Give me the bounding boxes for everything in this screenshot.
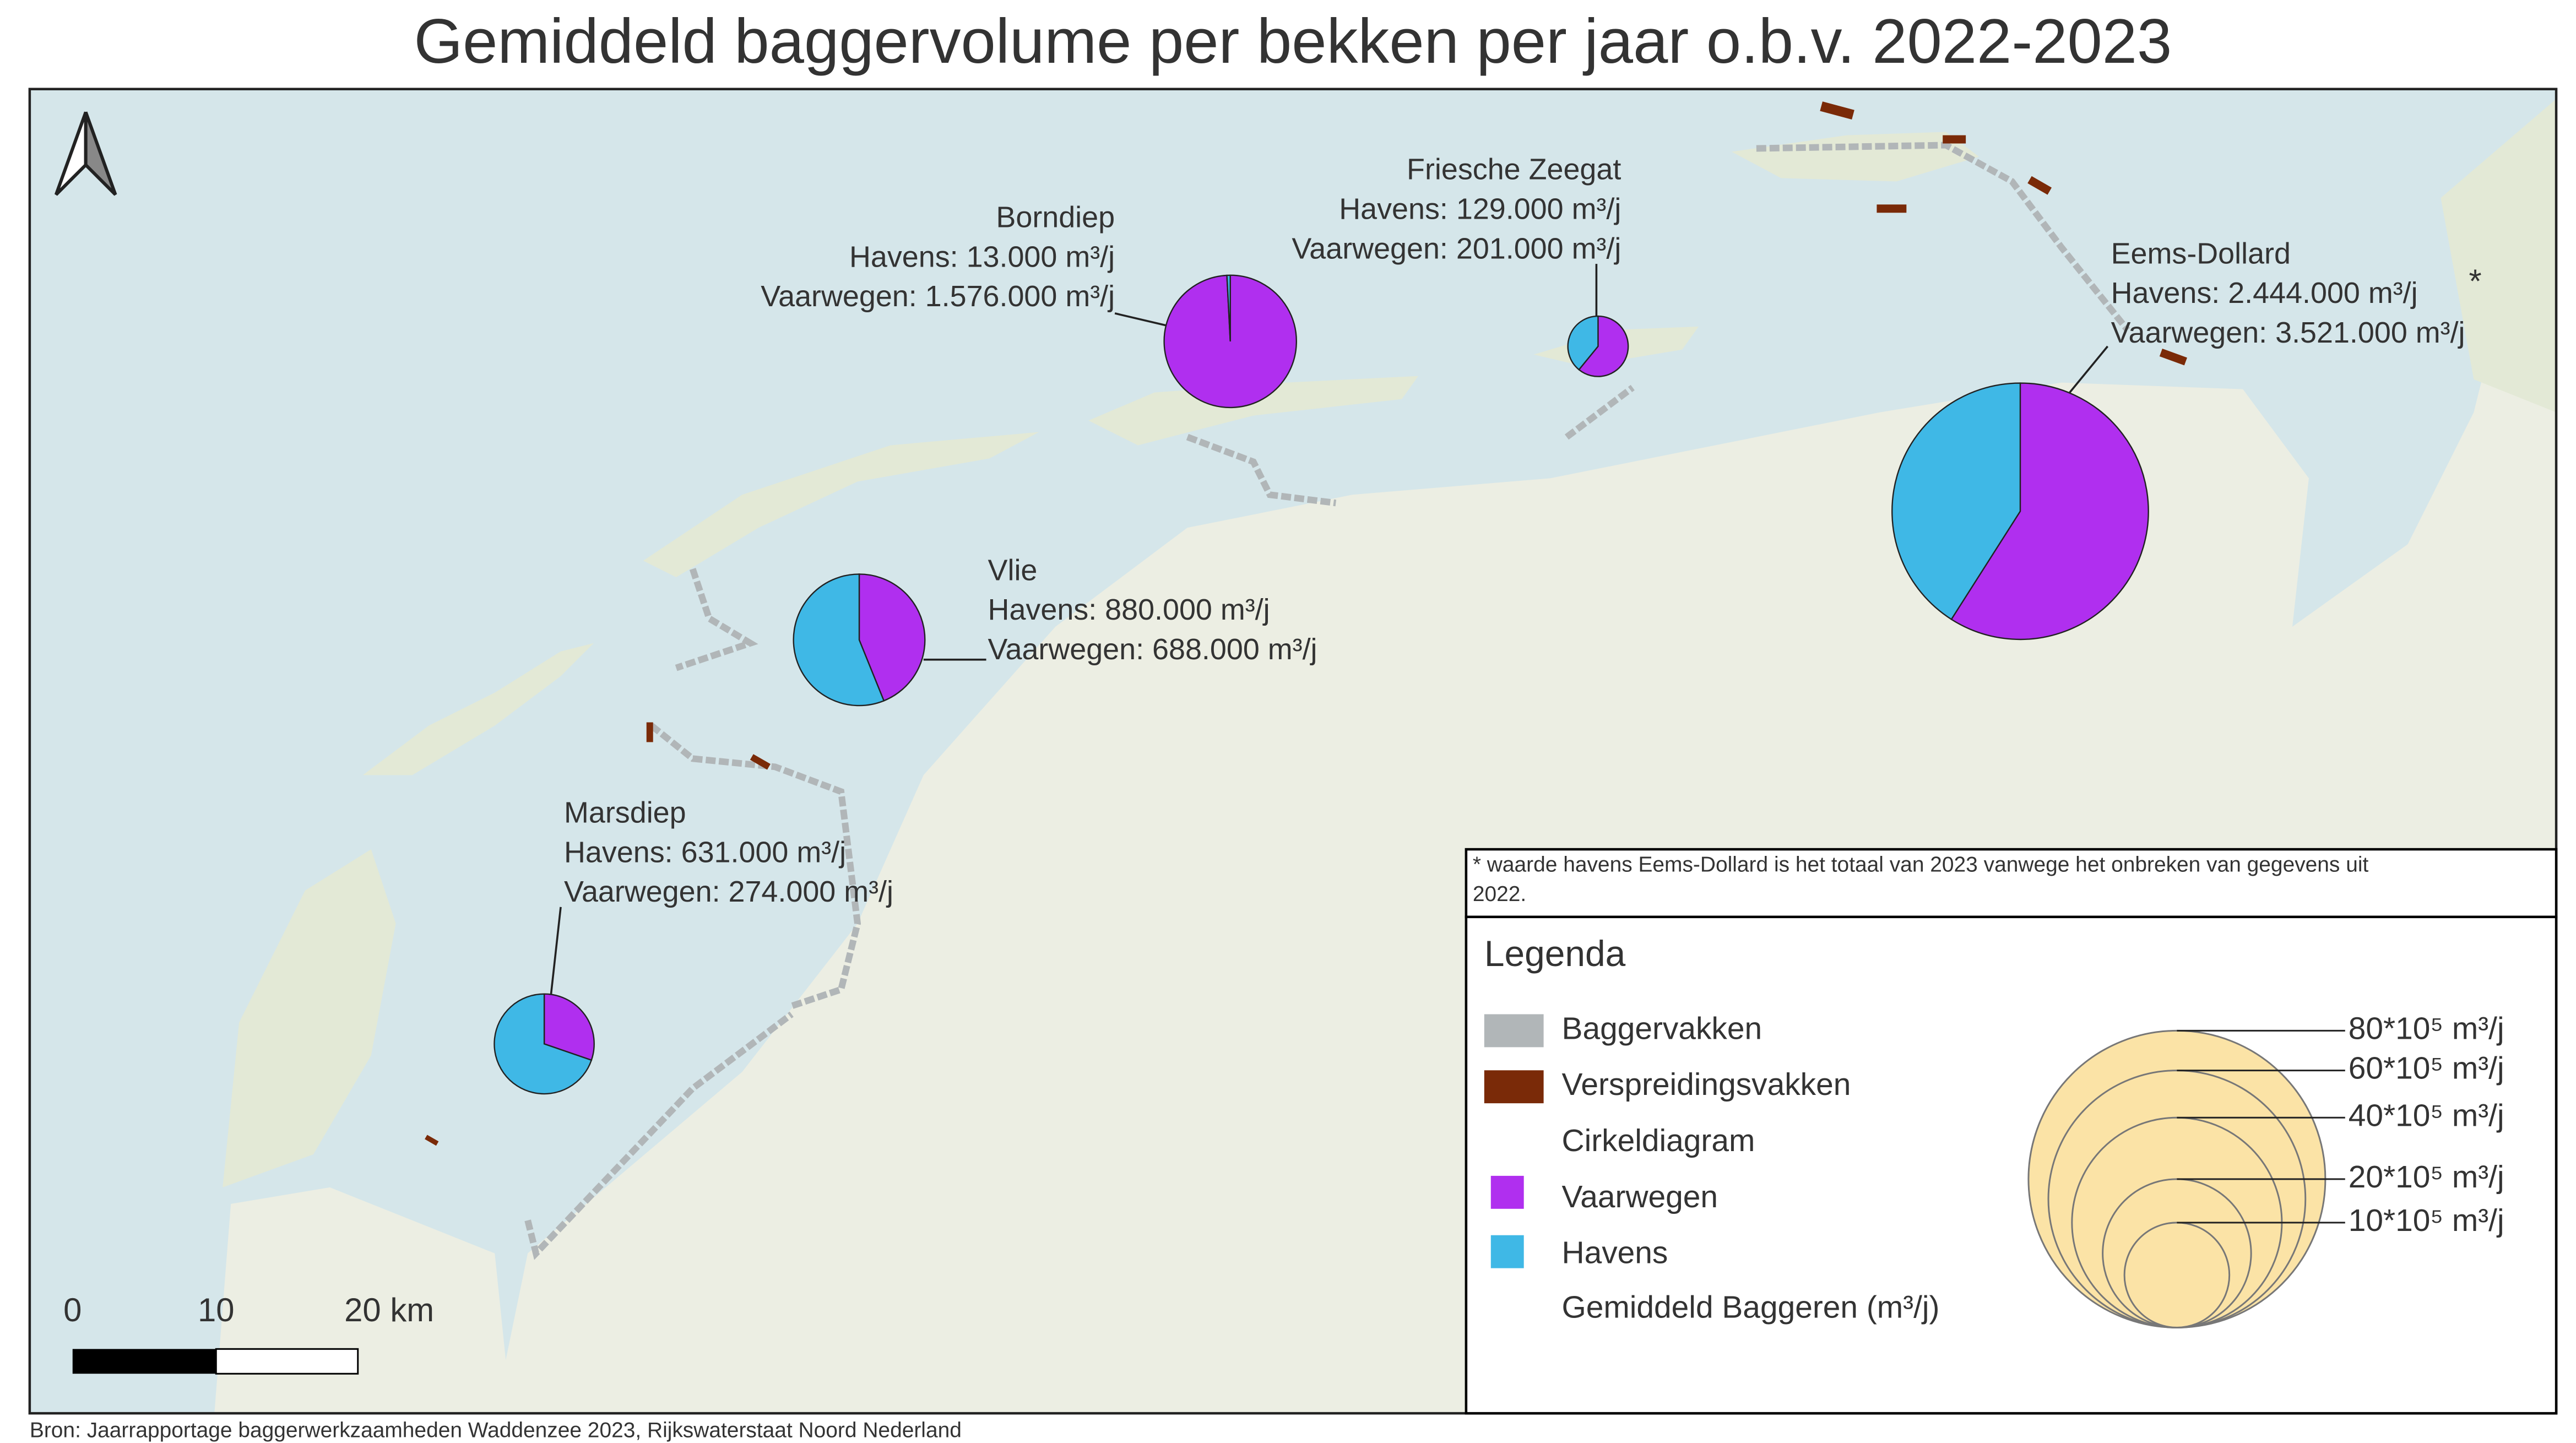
- north-arrow: [54, 111, 117, 196]
- basin-label: Eems-Dollard: [2111, 237, 2291, 270]
- pie-slice-vaarwegen: [1950, 382, 2149, 641]
- legend-item-label: Baggervakken: [1562, 1011, 1762, 1046]
- map-border: [28, 88, 2558, 1415]
- german-coast: [2441, 99, 2557, 413]
- legend-swatch-baggervakken: [1484, 1014, 1544, 1048]
- note-mark: *: [2469, 263, 2481, 300]
- size-legend-label: 60*10⁵ m³/j: [2349, 1051, 2504, 1086]
- footnote-line: * waarde havens Eems-Dollard is het tota…: [1473, 853, 2369, 876]
- basin-label: Vaarwegen: 688.000 m³/j: [988, 633, 1317, 666]
- source-note: Bron: Jaarrapportage baggerwerkzaamheden…: [30, 1418, 962, 1442]
- scale-bar-black: [72, 1349, 216, 1374]
- size-legend-label: 40*10⁵ m³/j: [2349, 1098, 2504, 1133]
- leader-line: [1114, 312, 1172, 328]
- basin-label: Borndiep: [996, 200, 1115, 234]
- legend-swatch-havens: [1490, 1235, 1524, 1268]
- pie-slice-havens: [493, 993, 593, 1095]
- scale-bar-label: 0: [63, 1292, 82, 1328]
- pie-slice-havens: [1567, 315, 1599, 371]
- footnote-line: 2022.: [1473, 882, 1526, 906]
- scale-bar-label: 20 km: [344, 1292, 434, 1328]
- size-legend-label: 10*10⁵ m³/j: [2349, 1203, 2504, 1238]
- legend-swatch-verspreidingsvakken: [1484, 1070, 1544, 1104]
- basin-label: Friesche Zeegat: [1407, 153, 1621, 186]
- legend-item-label: Cirkeldiagram: [1562, 1123, 1755, 1158]
- north-holland: [29, 1187, 512, 1414]
- basin-label: Havens: 631.000 m³/j: [564, 836, 846, 869]
- pie-slice-havens: [1891, 382, 2021, 621]
- pie-slice-vaarwegen: [543, 993, 595, 1061]
- basin-label: Vlie: [988, 554, 1038, 587]
- pie-slice-vaarwegen: [858, 573, 926, 702]
- basin-label: Vaarwegen: 274.000 m³/j: [564, 875, 893, 908]
- basin-label: Havens: 13.000 m³/j: [849, 240, 1115, 273]
- legend-item-label: Verspreidingsvakken: [1562, 1067, 1851, 1102]
- size-legend-circle: [2123, 1222, 2231, 1328]
- legend-item-label: Vaarwegen: [1562, 1179, 1718, 1214]
- basin-label: Havens: 880.000 m³/j: [988, 593, 1270, 626]
- basin-label: Havens: 2.444.000 m³/j: [2111, 276, 2418, 310]
- legend-box: [1465, 915, 2558, 1415]
- pie-slice-havens: [1226, 274, 1231, 341]
- basin-label: Vaarwegen: 3.521.000 m³/j: [2111, 316, 2465, 349]
- footnote-box: [1465, 848, 2558, 919]
- pie-slice-havens: [793, 573, 885, 707]
- texel: [223, 849, 396, 1187]
- basin-label: Vaarwegen: 1.576.000 m³/j: [761, 280, 1115, 313]
- basin-label: Vaarwegen: 201.000 m³/j: [1292, 232, 1621, 265]
- scale-bar: [72, 1348, 359, 1375]
- legend-title: Legenda: [1484, 933, 1626, 974]
- scale-bar-white: [215, 1348, 359, 1375]
- baggervakken-lines: [524, 142, 2130, 1260]
- basin-label: Havens: 129.000 m³/j: [1339, 193, 1621, 226]
- leader-line: [2069, 345, 2109, 393]
- vlieland: [362, 643, 594, 775]
- ameland: [1088, 376, 1419, 446]
- basin-label: Marsdiep: [564, 796, 686, 829]
- legend-item-label: Gemiddeld Baggeren (m³/j): [1562, 1289, 1940, 1325]
- scale-bar-label: 10: [198, 1292, 235, 1328]
- verspreidingsvakken-marks: [425, 101, 2187, 1146]
- terschelling: [643, 432, 1039, 578]
- size-legend-label: 80*10⁵ m³/j: [2349, 1011, 2504, 1046]
- map-title: Gemiddeld baggervolume per bekken per ja…: [414, 7, 2172, 77]
- pie-slice-vaarwegen: [1578, 315, 1629, 377]
- legend-swatch-vaarwegen: [1490, 1175, 1524, 1209]
- size-legend-label: 20*10⁵ m³/j: [2349, 1159, 2504, 1195]
- leader-line: [550, 907, 562, 996]
- legend-item-label: Havens: [1562, 1235, 1668, 1271]
